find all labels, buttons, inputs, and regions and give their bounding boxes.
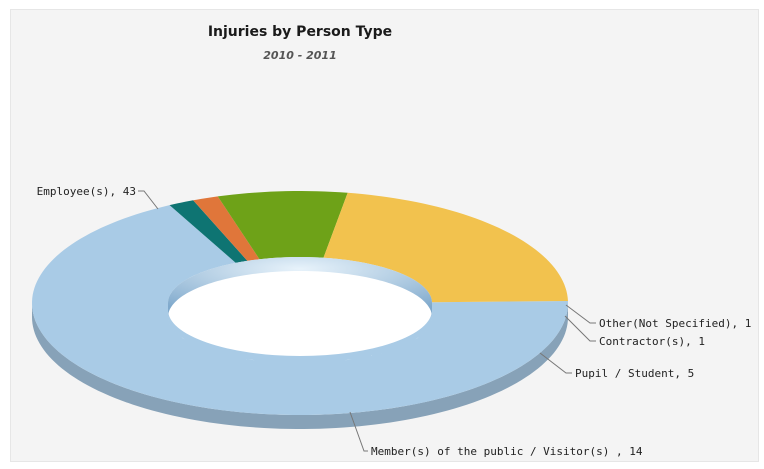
donut-hole: [168, 257, 432, 363]
hole-floor: [168, 264, 432, 356]
hole-inner-wall: [168, 257, 432, 317]
slice-label: Member(s) of the public / Visitor(s) , 1…: [371, 445, 643, 458]
slice-member-s-of-the-public-visitor-s: [323, 192, 568, 303]
chart-title: Injuries by Person Type: [207, 24, 393, 40]
slice-employee-s: [32, 205, 568, 415]
slice-pupil-student: [217, 191, 348, 260]
leader-line: [564, 315, 596, 342]
leader-line: [349, 411, 368, 452]
slice-other-not-specified: [169, 200, 248, 263]
leader-line: [539, 352, 572, 374]
slice-label: Contractor(s), 1: [599, 335, 705, 348]
leader-line: [138, 190, 159, 210]
chart-subtitle: 2010 - 2011: [263, 49, 337, 62]
slice-contractor-s: [193, 196, 260, 261]
slice-labels: Employee(s), 43 Other(Not Specified), 1 Co…: [37, 185, 752, 458]
leader-line: [565, 304, 596, 324]
slice-label: Other(Not Specified), 1: [599, 317, 751, 330]
donut-slices: [32, 191, 568, 415]
slice-label: Employee(s), 43: [37, 185, 136, 198]
slice-label: Pupil / Student, 5: [575, 367, 694, 380]
